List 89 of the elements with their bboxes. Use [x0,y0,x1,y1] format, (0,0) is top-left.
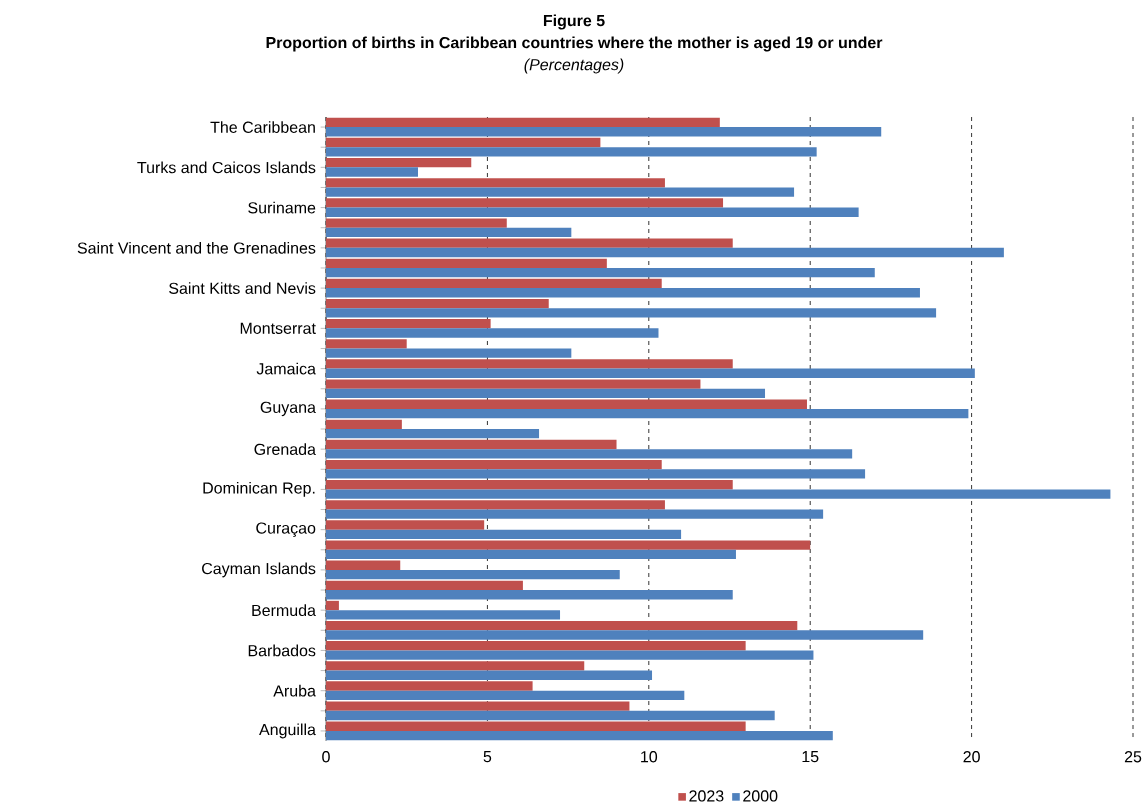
bar [326,701,630,711]
bar [326,580,523,591]
bar [326,670,653,680]
bar [326,187,795,197]
bar [326,147,817,157]
bar [326,529,682,540]
bar [326,178,665,188]
bar [326,158,472,168]
y-tick-label: Cayman Islands [202,562,316,578]
bar [326,610,561,620]
bar [326,600,339,611]
bar [326,308,937,318]
bar [326,127,882,137]
x-tick-label: 5 [483,751,492,763]
bar [326,690,685,701]
bar [326,509,824,519]
bar [326,207,859,218]
bar [326,641,746,651]
bar [326,278,662,289]
bar [326,328,659,338]
bar [326,299,549,309]
y-tick-label: Turks and Caicos Islands [137,161,316,174]
legend-label: 2000 [743,790,778,802]
bar [326,570,620,580]
bar [326,549,736,560]
bar [326,167,418,177]
bar [326,500,665,510]
bar [326,419,402,430]
bar [326,399,807,409]
bar [326,388,766,399]
bar [326,348,572,358]
bar [326,621,798,631]
bar [326,439,617,450]
y-tick-label: Bermuda [252,604,316,617]
x-tick-label: 20 [963,751,980,763]
bar [326,520,485,530]
y-tick-label: Curaçao [256,522,316,538]
x-tick-label: 0 [322,751,330,763]
bar [326,560,401,571]
bar [326,480,733,490]
bar [326,710,775,721]
y-tick-label: Saint Kitts and Nevis [169,282,316,295]
y-tick-label: Grenada [254,443,316,456]
y-tick-label: Saint Vincent and the Grenadines [77,242,316,254]
chart-subtitle: Proportion of births in Caribbean countries where the mother is aged 19 or under [266,36,883,52]
bar [326,258,607,269]
bar [326,429,540,439]
bar [326,218,507,228]
bar [326,650,814,660]
bar [326,339,407,349]
bar [326,681,533,691]
y-tick-label: Montserrat [240,322,316,335]
bar [326,117,720,128]
chart-title: Figure 5 [543,14,605,30]
bar [326,469,866,479]
x-tick-label: 25 [1124,751,1142,763]
bar [326,540,811,550]
bar [326,590,733,600]
bar [326,238,733,248]
y-tick-label: Jamaica [256,362,316,375]
bar [326,268,875,278]
x-tick-label: 15 [802,751,819,763]
y-tick-label: Aruba [273,684,316,697]
y-tick-label: Suriname [248,201,316,214]
text: (Percentages) [524,58,624,74]
bar [326,449,853,459]
bar [326,288,920,298]
bar [326,460,662,470]
bar [326,731,833,741]
y-tick-label: The Caribbean [210,121,315,134]
bar [326,319,491,329]
legend-label: 2023 [689,790,724,802]
bar [326,630,924,640]
bar [326,379,701,389]
y-tick-label: Anguilla [259,723,316,739]
y-tick-label: Barbados [248,644,316,657]
bar [326,198,724,208]
y-tick-label: Dominican Rep. [203,482,315,497]
bar [326,661,585,671]
bar [326,408,969,419]
bar [326,368,975,379]
bar [326,359,733,369]
x-tick-label: 10 [641,751,658,763]
bar [326,247,1004,258]
y-tick-label: Guyana [260,401,316,417]
bar [326,227,572,238]
bar [326,489,1111,499]
bar [326,137,601,148]
bar [326,721,746,732]
